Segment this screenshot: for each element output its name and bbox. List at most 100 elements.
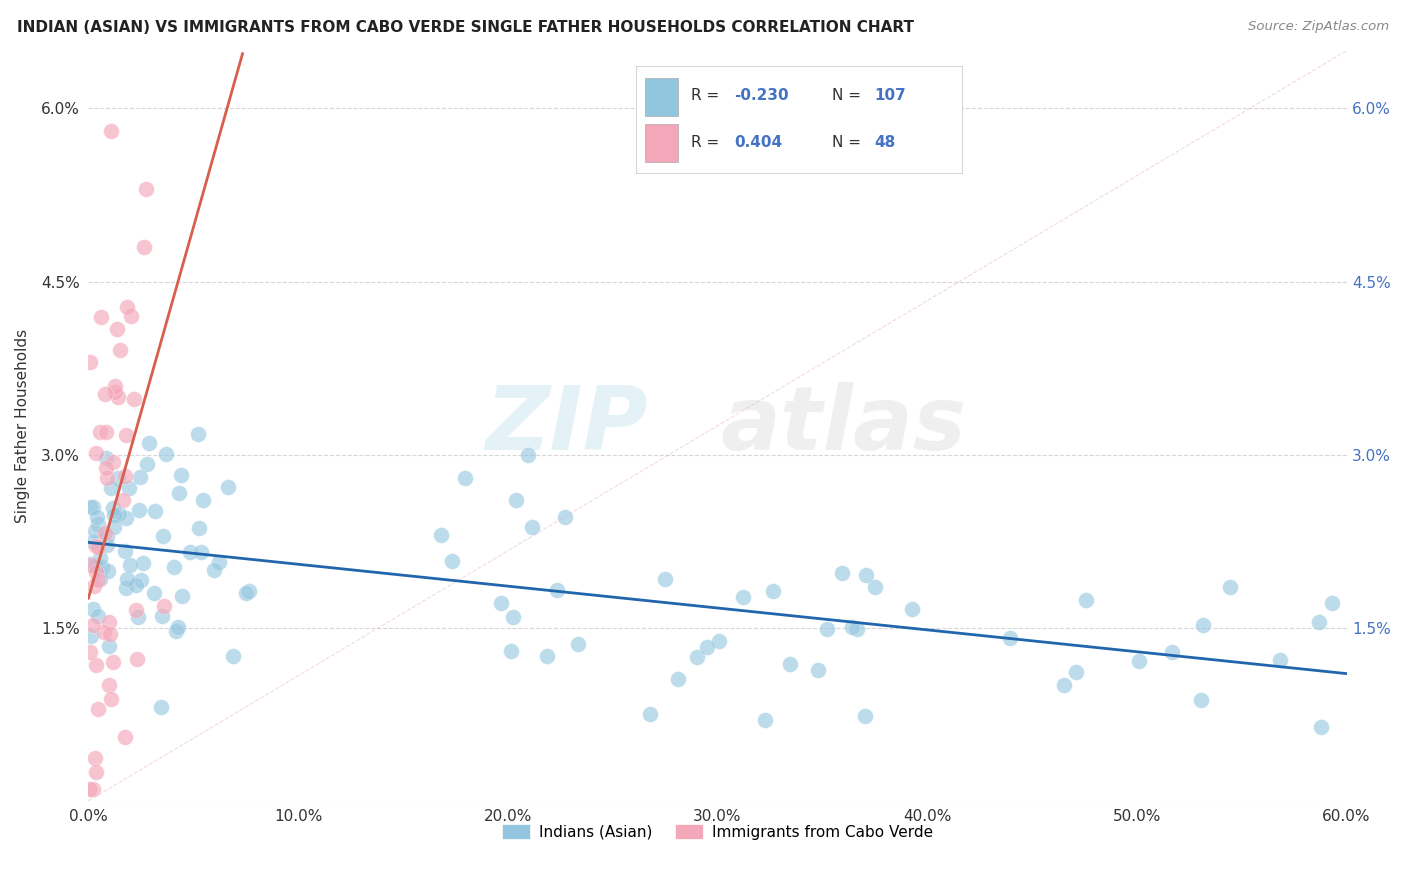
Point xyxy=(187,426,209,441)
Point xyxy=(1268,653,1291,667)
Point xyxy=(807,664,830,678)
Point xyxy=(108,507,131,521)
Point xyxy=(129,573,152,587)
Point xyxy=(855,567,877,582)
Point xyxy=(143,586,166,600)
Legend: Indians (Asian), Immigrants from Cabo Verde: Indians (Asian), Immigrants from Cabo Ve… xyxy=(496,818,939,846)
Point xyxy=(235,586,257,600)
Point xyxy=(87,516,110,531)
Point xyxy=(191,492,214,507)
Point xyxy=(666,673,689,687)
Point xyxy=(101,656,124,670)
Point xyxy=(89,572,111,586)
Point xyxy=(685,650,707,665)
Point xyxy=(179,545,201,559)
Point xyxy=(453,471,475,485)
Point xyxy=(853,709,876,723)
Point xyxy=(132,556,155,570)
Point xyxy=(105,322,128,336)
Point xyxy=(98,627,121,641)
Point xyxy=(110,343,132,358)
Point xyxy=(567,637,589,651)
Point xyxy=(208,555,231,569)
Point xyxy=(152,599,174,613)
Point xyxy=(221,649,243,664)
Point xyxy=(96,529,118,543)
Point xyxy=(138,436,160,450)
Point xyxy=(120,309,142,323)
Point xyxy=(546,583,568,598)
Point xyxy=(520,520,543,534)
Point xyxy=(84,751,107,765)
Point xyxy=(94,525,117,540)
Point xyxy=(86,558,108,573)
Point xyxy=(489,596,512,610)
Point xyxy=(1219,580,1241,594)
Point xyxy=(84,764,107,779)
Point xyxy=(845,622,868,636)
Text: ZIP: ZIP xyxy=(485,383,648,469)
Point xyxy=(115,581,138,595)
Point xyxy=(96,471,118,485)
Point xyxy=(125,602,148,616)
Point xyxy=(107,390,129,404)
Point xyxy=(82,782,104,797)
Point xyxy=(554,510,576,524)
Point xyxy=(115,572,138,586)
Point xyxy=(761,583,783,598)
Point xyxy=(94,461,117,475)
Point xyxy=(1310,720,1333,734)
Point xyxy=(136,457,159,471)
Point xyxy=(103,519,125,533)
Point xyxy=(87,609,110,624)
Point xyxy=(841,620,863,634)
Point xyxy=(779,657,801,671)
Point xyxy=(101,500,124,515)
Point xyxy=(165,624,187,639)
Point xyxy=(112,492,135,507)
Point xyxy=(709,633,731,648)
Point xyxy=(79,557,101,571)
Point xyxy=(82,500,104,515)
Point xyxy=(96,425,118,439)
Point xyxy=(654,572,676,586)
Point xyxy=(83,524,105,538)
Point xyxy=(129,470,152,484)
Point xyxy=(90,559,112,574)
Point xyxy=(87,701,110,715)
Point xyxy=(1161,645,1184,659)
Point xyxy=(96,450,118,465)
Point xyxy=(128,503,150,517)
Point xyxy=(84,446,107,460)
Point xyxy=(82,535,104,549)
Point xyxy=(80,558,103,573)
Point xyxy=(90,310,112,324)
Point xyxy=(863,580,886,594)
Point xyxy=(217,479,239,493)
Point xyxy=(124,392,146,406)
Point xyxy=(125,578,148,592)
Point xyxy=(998,631,1021,645)
Point xyxy=(89,551,111,566)
Point xyxy=(86,540,108,554)
Point xyxy=(103,455,125,469)
Point xyxy=(536,648,558,663)
Point xyxy=(163,560,186,574)
Point xyxy=(150,608,173,623)
Point xyxy=(440,554,463,568)
Point xyxy=(107,471,129,485)
Point xyxy=(502,610,524,624)
Point xyxy=(80,630,103,644)
Point xyxy=(96,538,118,552)
Point xyxy=(97,678,120,692)
Point xyxy=(79,782,101,797)
Point xyxy=(97,564,120,578)
Point xyxy=(170,589,193,603)
Point xyxy=(115,511,138,525)
Point xyxy=(83,579,105,593)
Point xyxy=(118,558,141,572)
Point xyxy=(145,504,167,518)
Y-axis label: Single Father Households: Single Father Households xyxy=(15,329,30,523)
Point xyxy=(118,481,141,495)
Point xyxy=(98,639,121,653)
